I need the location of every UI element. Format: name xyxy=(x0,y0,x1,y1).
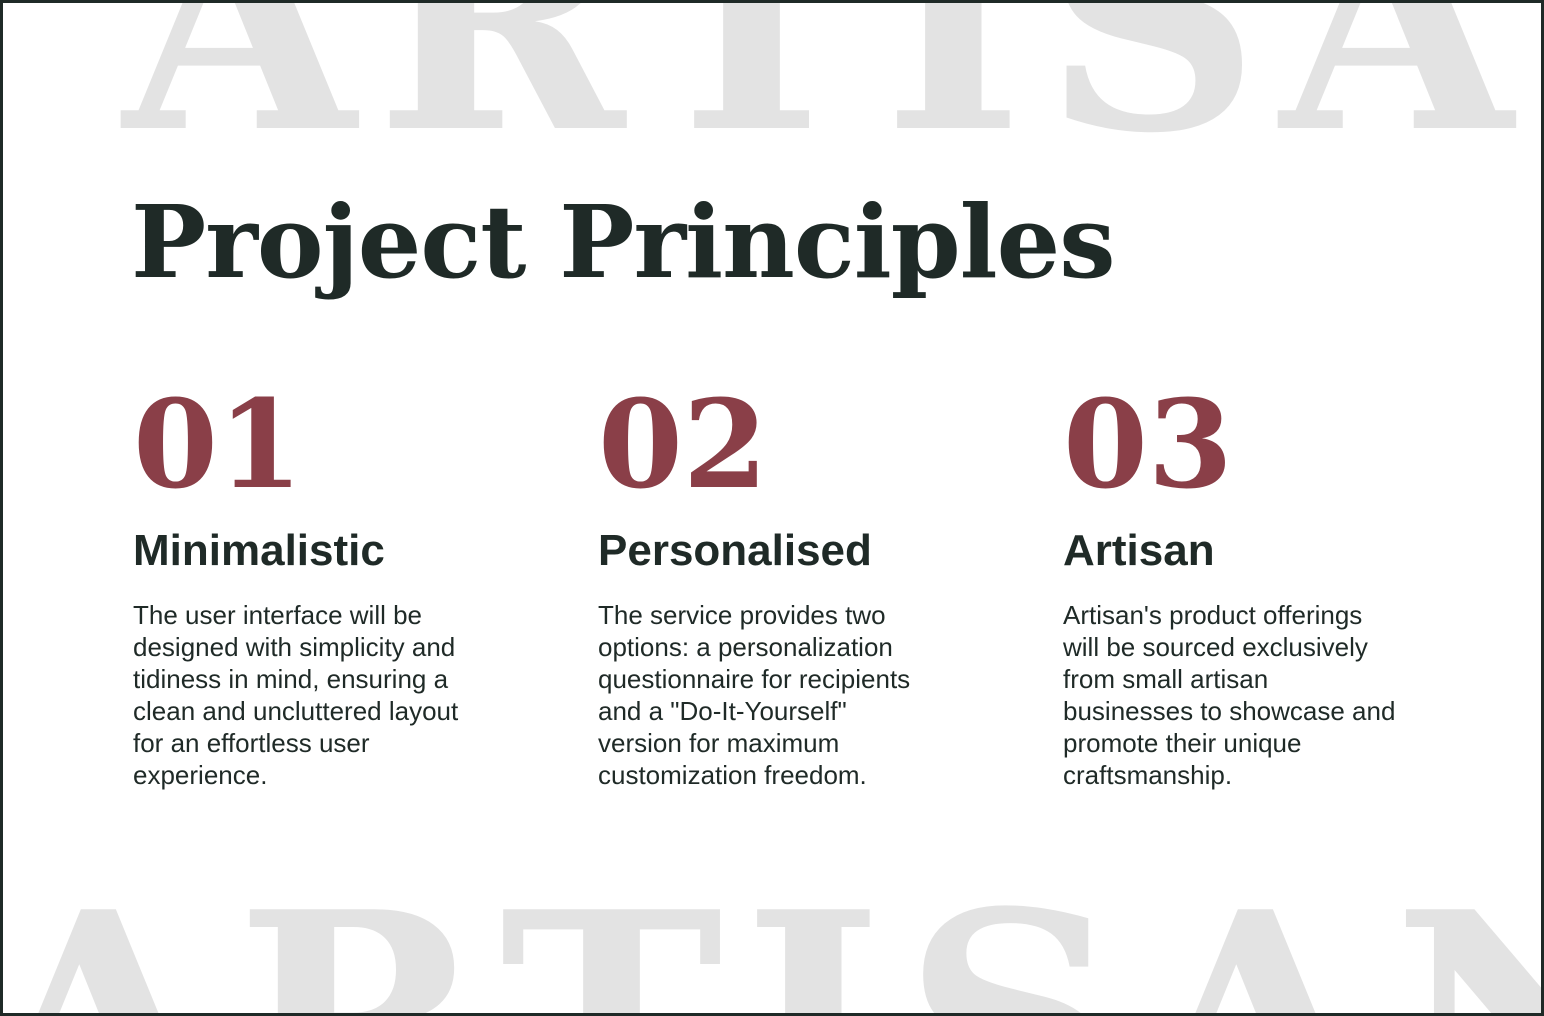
principle-column: 01 Minimalistic The user interface will be… xyxy=(133,383,493,791)
principle-number: 02 xyxy=(598,372,768,516)
principle-text: The service provides two options: a pers… xyxy=(598,600,911,790)
principle-text: Artisan's product offerings will be sour… xyxy=(1063,600,1396,790)
principle-column: 03 Artisan Artisan's product offerings wil… xyxy=(1063,383,1423,791)
principle-heading: Minimalistic xyxy=(133,526,385,575)
slide-title: Project Principles xyxy=(131,183,1116,301)
principle-text: The user interface will be designed with… xyxy=(133,600,459,790)
principle-heading: Personalised xyxy=(598,526,872,575)
principle-number: 03 xyxy=(1063,372,1233,516)
watermark: ARTISAN xyxy=(123,0,1541,199)
principle-number: 01 xyxy=(133,372,303,516)
principle-heading: Artisan xyxy=(1063,526,1215,575)
principle-column: 02 Personalised The service provides two o… xyxy=(598,383,958,791)
watermark: ARTISAN xyxy=(3,873,1541,1014)
